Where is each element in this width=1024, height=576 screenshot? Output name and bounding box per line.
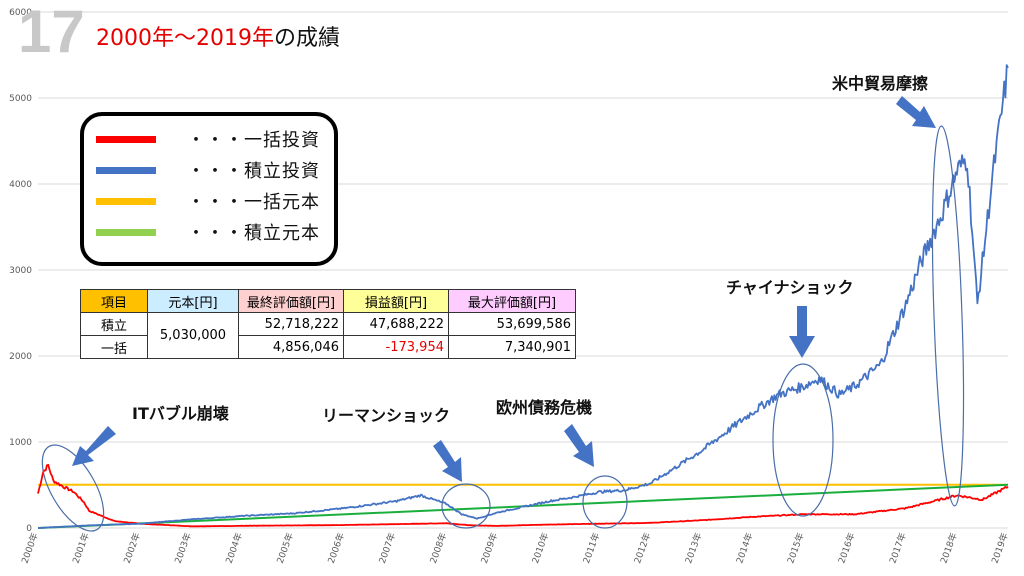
y-tick-label: 4000	[9, 180, 32, 190]
legend-item-dca: ・・・積立投資	[92, 157, 332, 183]
row-item: 積立	[80, 312, 148, 336]
y-tick-label: 1000	[9, 438, 32, 448]
x-tick-label: 2007年	[376, 531, 398, 565]
x-tick-label: 2018年	[938, 531, 960, 565]
x-tick-label: 2002年	[121, 531, 143, 565]
y-tick-labels: 0 1000 2000 3000 4000 5000 6000	[9, 8, 32, 534]
annotation-lehman: リーマンショック	[322, 406, 451, 425]
y-tick-label: 3000	[9, 266, 32, 276]
annotation-it-bubble: ITバブル崩壊	[132, 404, 229, 423]
table-header-row: 項目 元本[円] 最終評価額[円] 損益額[円] 最大評価額[円]	[80, 289, 576, 313]
table-row: 積立 5,030,000 52,718,222 47,688,222 53,69…	[80, 312, 576, 359]
results-table: 項目 元本[円] 最終評価額[円] 損益額[円] 最大評価額[円] 積立 5,0…	[80, 289, 576, 359]
x-tick-label: 2013年	[682, 531, 704, 565]
x-tick-label: 2005年	[274, 531, 296, 565]
row-max: 7,340,901	[448, 335, 576, 359]
legend-swatch-lump	[96, 136, 156, 143]
header-principal: 元本[円]	[147, 289, 239, 313]
legend: ・・・一括投資 ・・・積立投資 ・・・一括元本 ・・・積立元本	[80, 112, 338, 266]
x-tick-label: 2012年	[631, 531, 653, 565]
trade-war-ellipse	[931, 125, 965, 507]
table-row: 一括 4,856,046 -173,954 7,340,901	[80, 335, 576, 359]
legend-item-lump-principal: ・・・一括元本	[92, 188, 332, 214]
row-final: 4,856,046	[238, 335, 344, 359]
x-tick-label: 2006年	[325, 531, 347, 565]
header-max: 最大評価額[円]	[448, 289, 576, 313]
annotation-euro-debt: 欧州債務危機	[496, 398, 593, 417]
title-rest: の成績	[273, 26, 340, 51]
x-tick-label: 2011年	[580, 531, 602, 565]
legend-swatch-dca	[96, 167, 156, 174]
title-period: 2000年〜2019年	[96, 26, 274, 51]
annotation-trade-war: 米中貿易摩擦	[832, 74, 929, 93]
x-tick-label: 2008年	[427, 531, 449, 565]
event-ellipses	[41, 125, 965, 532]
x-tick-label: 2000年	[19, 531, 41, 565]
legend-swatch-lump-principal	[96, 198, 156, 205]
x-tick-label: 2017年	[887, 531, 909, 565]
row-item: 一括	[80, 335, 148, 359]
euro-debt-arrow	[564, 424, 594, 467]
y-tick-label: 2000	[9, 352, 32, 362]
annotation-china-shock: チャイナショック	[726, 278, 854, 297]
china-shock-arrow	[789, 306, 815, 358]
legend-label-lump: ・・・一括投資	[187, 130, 320, 151]
row-profit: -173,954	[343, 335, 449, 359]
it-bubble-arrow	[72, 426, 116, 466]
it-bubble-ellipse	[41, 444, 105, 532]
x-tick-label: 2015年	[784, 531, 806, 565]
x-tick-label: 2014年	[733, 531, 755, 565]
legend-item-dca-principal: ・・・積立元本	[92, 219, 332, 245]
header-final: 最終評価額[円]	[238, 289, 344, 313]
legend-label-lump-principal: ・・・一括元本	[187, 192, 320, 213]
row-profit: 47,688,222	[343, 312, 449, 336]
euro-debt-ellipse	[582, 475, 628, 529]
trade-war-arrow	[896, 96, 936, 128]
row-principal: 5,030,000	[147, 312, 239, 359]
event-arrows	[72, 96, 936, 482]
china-shock-ellipse	[772, 363, 834, 517]
lehman-ellipse	[441, 483, 491, 529]
lehman-arrow	[433, 440, 462, 482]
x-tick-label: 2009年	[478, 531, 500, 565]
series-line-1	[37, 463, 1009, 528]
x-tick-label: 2004年	[223, 531, 245, 565]
series-lines	[37, 64, 1009, 529]
legend-label-dca-principal: ・・・積立元本	[187, 223, 320, 244]
x-tick-label: 2010年	[529, 531, 551, 565]
x-tick-labels: 2000年 2001年 2002年 2003年 2004年 2005年 2006年 2007年…	[19, 531, 1011, 565]
legend-swatch-dca-principal	[96, 229, 156, 236]
y-tick-label: 6000	[9, 8, 32, 18]
legend-label-dca: ・・・積立投資	[187, 161, 320, 182]
x-tick-label: 2016年	[835, 531, 857, 565]
row-max: 53,699,586	[448, 312, 576, 336]
y-tick-label: 0	[26, 524, 32, 534]
slide-number: 17	[18, 0, 85, 65]
page-title: 2000年〜2019年の成績	[96, 20, 340, 52]
x-tick-label: 2019年	[989, 531, 1011, 565]
header-profit: 損益額[円]	[343, 289, 449, 313]
x-tick-label: 2001年	[70, 531, 92, 565]
y-tick-label: 5000	[9, 94, 32, 104]
header-item: 項目	[80, 289, 148, 313]
series-line-0	[38, 64, 1009, 529]
x-tick-label: 2003年	[172, 531, 194, 565]
row-final: 52,718,222	[238, 312, 344, 336]
legend-item-lump: ・・・一括投資	[92, 126, 332, 152]
